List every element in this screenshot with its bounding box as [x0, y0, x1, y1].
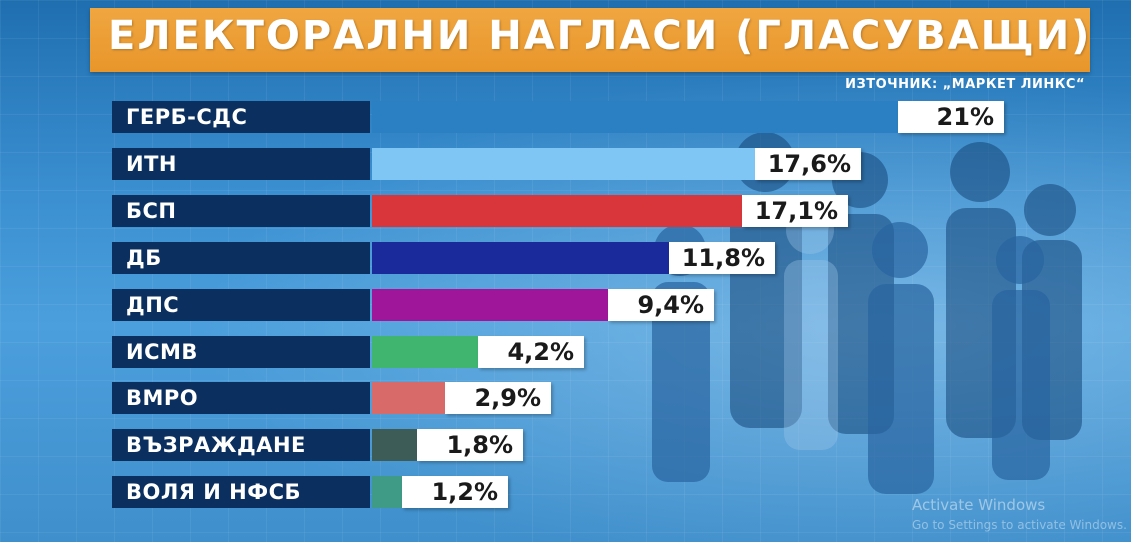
value-label: 1,8%: [446, 431, 513, 459]
value-label-box: 4,2%: [478, 336, 584, 368]
bar: [372, 195, 802, 227]
category-label-box: ДБ: [112, 242, 370, 274]
value-label-box: 1,2%: [402, 476, 508, 508]
activation-watermark: Activate Windows: [912, 496, 1046, 514]
people-silhouettes-illustration: [652, 132, 1082, 494]
category-label-box: ИТН: [112, 148, 370, 180]
category-label-box: ВОЛЯ И НФСБ: [112, 476, 370, 508]
bar: [372, 242, 669, 274]
value-label-box: 2,9%: [445, 382, 551, 414]
title-banner: [90, 8, 1090, 72]
category-label: ВЪЗРАЖДАНЕ: [126, 433, 306, 457]
category-label-box: ВМРО: [112, 382, 370, 414]
bar: [372, 101, 900, 133]
value-label: 11,8%: [681, 244, 765, 272]
value-label: 1,2%: [431, 478, 498, 506]
category-label: ДБ: [126, 246, 162, 270]
value-label-box: 11,8%: [669, 242, 775, 274]
category-label-box: ДПС: [112, 289, 370, 321]
value-label-box: 21%: [898, 101, 1004, 133]
category-label: ИСМВ: [126, 340, 198, 364]
source-caption: ИЗТОЧНИК: „МАРКЕТ ЛИНКС“: [845, 77, 1085, 92]
value-label: 21%: [936, 103, 994, 131]
bar: [372, 382, 445, 414]
category-label: БСП: [126, 199, 177, 223]
category-label: ДПС: [126, 293, 180, 317]
value-label: 9,4%: [637, 291, 704, 319]
value-label-box: 1,8%: [417, 429, 523, 461]
value-label-box: 17,1%: [742, 195, 848, 227]
value-label-box: 9,4%: [608, 289, 714, 321]
category-label: ГЕРБ-СДС: [126, 105, 248, 129]
activation-watermark-sub: Go to Settings to activate Windows.: [912, 518, 1127, 532]
value-label: 4,2%: [507, 338, 574, 366]
category-label-box: ГЕРБ-СДС: [112, 101, 370, 133]
chart-title: ЕЛЕКТОРАЛНИ НАГЛАСИ (ГЛАСУВАЩИ): [108, 13, 1092, 59]
bar: [372, 289, 608, 321]
category-label: ВМРО: [126, 386, 199, 410]
category-label-box: ИСМВ: [112, 336, 370, 368]
bar: [372, 148, 815, 180]
category-label: ИТН: [126, 152, 177, 176]
category-label-box: ВЪЗРАЖДАНЕ: [112, 429, 370, 461]
value-label: 17,1%: [754, 197, 838, 225]
bar: [372, 476, 402, 508]
bar: [372, 429, 417, 461]
bar: [372, 336, 478, 368]
value-label: 17,6%: [767, 150, 851, 178]
category-label-box: БСП: [112, 195, 370, 227]
category-label: ВОЛЯ И НФСБ: [126, 480, 301, 504]
value-label-box: 17,6%: [755, 148, 861, 180]
value-label: 2,9%: [474, 384, 541, 412]
